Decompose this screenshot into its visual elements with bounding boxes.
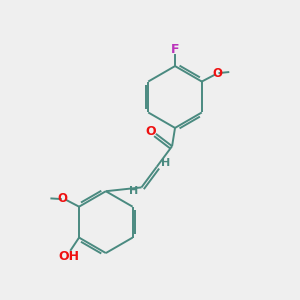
Text: O: O <box>58 192 68 205</box>
Text: O: O <box>146 125 157 138</box>
Text: F: F <box>171 43 179 56</box>
Text: H: H <box>161 158 170 168</box>
Text: H: H <box>129 186 138 196</box>
Text: O: O <box>213 67 223 80</box>
Text: OH: OH <box>58 250 79 263</box>
